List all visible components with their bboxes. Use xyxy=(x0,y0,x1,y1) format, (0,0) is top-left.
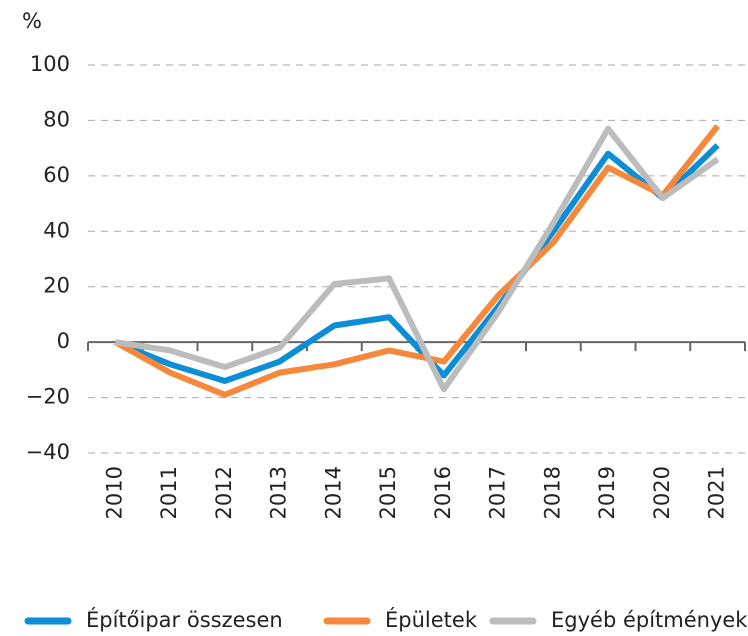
x-tick-label: 2010 xyxy=(102,466,126,519)
y-tick-label: 40 xyxy=(43,218,70,242)
x-tick-label: 2020 xyxy=(650,466,674,519)
series-line xyxy=(114,143,720,384)
series-line xyxy=(113,124,720,398)
y-tick-label: 20 xyxy=(43,274,70,298)
y-tick-label: 100 xyxy=(30,52,70,76)
x-tick-label: 2017 xyxy=(486,466,510,519)
y-tick-label: 80 xyxy=(43,107,70,131)
x-tick-label: 2018 xyxy=(540,466,564,519)
x-tick-label: 2012 xyxy=(212,466,236,519)
y-tick-label: 0 xyxy=(57,329,70,353)
y-unit: % xyxy=(22,9,42,33)
x-tick-label: 2021 xyxy=(705,466,729,519)
legend-label: Egyéb építmények xyxy=(551,608,748,632)
x-tick-label: 2014 xyxy=(321,466,345,519)
series-line xyxy=(114,125,720,393)
x-tick-label: 2011 xyxy=(157,466,181,519)
x-tick-label: 2015 xyxy=(376,466,400,519)
x-tick-label: 2016 xyxy=(431,466,455,519)
y-tick-label: 60 xyxy=(43,163,70,187)
y-tick-label: −40 xyxy=(26,440,70,464)
legend-label: Épületek xyxy=(385,607,478,632)
y-tick-label: −20 xyxy=(26,385,70,409)
x-tick-label: 2013 xyxy=(267,466,291,519)
legend-label: Építőipar összesen xyxy=(86,607,283,632)
x-tick-label: 2019 xyxy=(595,466,619,519)
